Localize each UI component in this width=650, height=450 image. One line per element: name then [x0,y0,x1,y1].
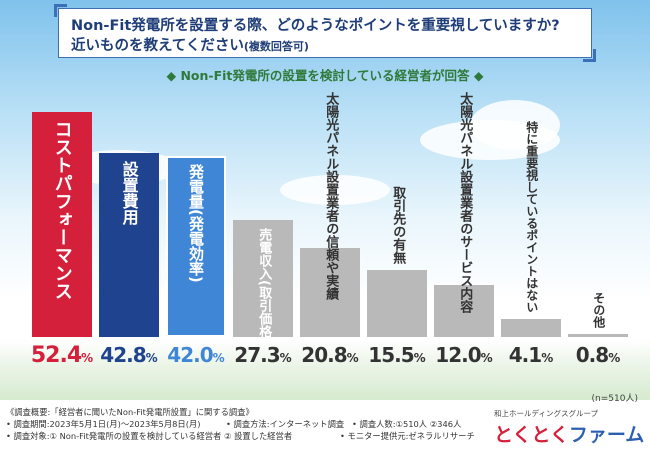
survey-provider: • モニター提供元:ゼネラルリサーチ [340,431,475,441]
category-label-5: 太陽光パネル設置業者の信頼や実績 [323,92,339,300]
bar-8 [501,319,561,337]
survey-count: • 調査人数:①510人 ②346人 [352,419,462,429]
value-label-2: 42.8% [100,343,158,367]
value-label-4: 27.3% [234,343,292,367]
value-label-3: 42.0% [167,343,225,367]
bracket-top-left [54,4,67,17]
bar-6 [367,270,427,337]
category-label-7: 太陽光パネル設置業者のサービス内容 [457,92,473,313]
bar-3 [166,156,226,337]
bar-9 [568,333,628,337]
cloud [280,175,390,205]
category-label-1: コストパフォーマンス [51,119,73,300]
category-label-4: 売電収入(取引価格) [256,227,272,344]
brand-logo: とくとくファーム [494,420,644,447]
value-label-7: 12.0% [435,343,493,367]
chart-subtitle: ◆ Non-Fit発電所の設置を検討している経営者が回答 ◆ [166,68,484,83]
category-label-9: その他 [591,291,606,328]
question-line-1: Non-Fit発電所を設置する際、どのようなポイントを重要視していますか? [71,18,560,34]
question-box: Non-Fit発電所を設置する際、どのようなポイントを重要視していますか? 近い… [54,4,596,62]
bar-7 [434,285,494,337]
value-label-5: 20.8% [301,343,359,367]
bracket-bottom-right [583,49,596,62]
survey-target: • 調査対象:① Non-Fit発電所の設置を検討している経営者 ② 設置した経… [6,431,293,441]
value-label-9: 0.8% [575,343,621,367]
survey-period: • 調査期間:2023年5月1日(月)〜2023年5月8日(月) [6,419,201,429]
survey-method: • 調査方法:インターネット調査 [226,419,345,429]
cloud [470,100,560,150]
question-line-2-note: (複数回答可) [243,40,309,53]
category-label-3: 発電量(発電効率) [187,164,205,284]
footer: 《調査概要:「経営者に聞いたNon-Fit発電所設置」に関する調査》 • 調査期… [0,402,650,450]
bar-1 [32,111,92,337]
category-label-8: 特に重要視しているポイントはない [524,121,539,314]
brand-logo-part1: とくとく [494,424,569,446]
category-label-2: 設置費用 [119,160,139,225]
question-line-2: 近いものを教えてください(複数回答可) [71,34,309,55]
grass-background [0,340,650,400]
question-line-2-main: 近いものを教えてください [71,38,244,54]
brand-subtitle: 和上ホールディングスグループ [494,409,599,418]
survey-title: 《調査概要:「経営者に聞いたNon-Fit発電所設置」に関する調査》 [6,407,254,417]
category-label-6: 取引先の有無 [390,186,406,265]
bar-4 [233,219,293,337]
value-label-6: 15.5% [368,343,426,367]
bar-5 [300,247,360,337]
brand-logo-part2: ファーム [568,424,645,446]
value-label-8: 4.1% [508,343,554,367]
value-label-1: 52.4% [30,343,94,368]
sample-size: (n=510人) [591,394,638,404]
bar-2 [99,152,159,337]
